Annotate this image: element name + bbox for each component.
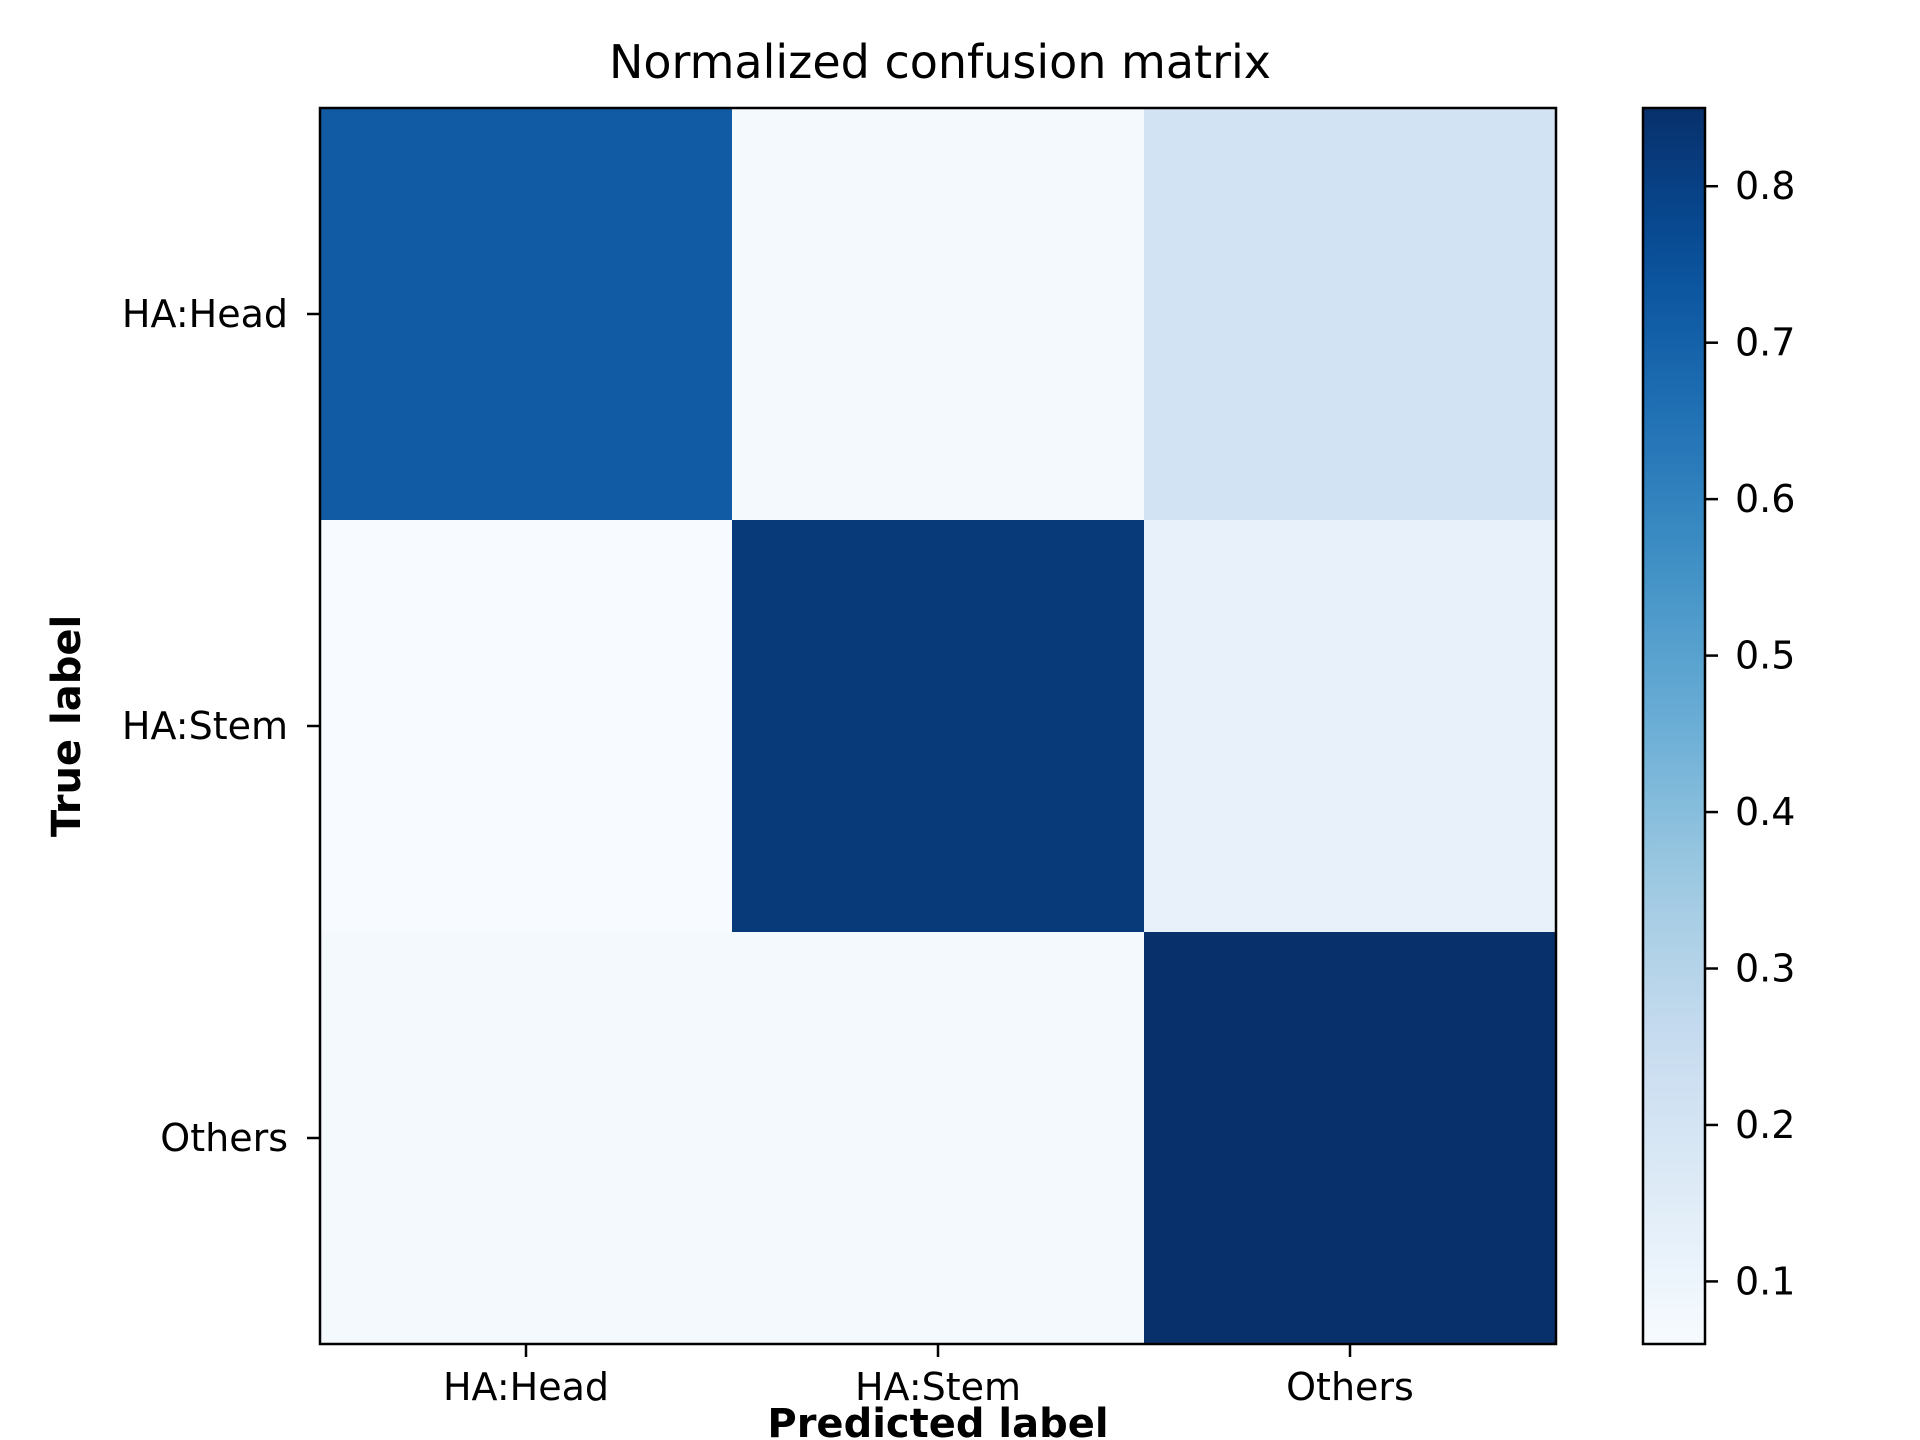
heatmap-cell-0-2: [1144, 108, 1557, 521]
colorbar-tick-label: 0.6: [1735, 477, 1795, 521]
colorbar-tick-label: 0.2: [1735, 1103, 1795, 1147]
colorbar-tick-label: 0.4: [1735, 790, 1795, 834]
heatmap-cell-2-0: [320, 932, 733, 1345]
heatmap-cells: [320, 108, 1557, 1345]
colorbar-tick-label: 0.3: [1735, 947, 1795, 991]
heatmap-cell-1-1: [732, 520, 1145, 933]
heatmap-cell-0-1: [732, 108, 1145, 521]
colorbar-tick-label: 0.5: [1735, 634, 1795, 678]
y-axis-label: True label: [44, 615, 90, 837]
chart-title: Normalized confusion matrix: [609, 35, 1271, 89]
x-axis-ticks: HA:Head HA:Stem Others: [443, 1344, 1414, 1409]
colorbar-tick-label: 0.8: [1735, 164, 1795, 208]
colorbar: [1641, 106, 1707, 1346]
x-tick-label: Others: [1286, 1365, 1414, 1409]
x-tick-label: HA:Stem: [855, 1365, 1021, 1409]
heatmap-cell-2-1: [732, 932, 1145, 1345]
y-axis-ticks: HA:Head HA:Stem Others: [122, 292, 320, 1160]
heatmap-cell-0-0: [320, 108, 733, 521]
heatmap-cell-1-0: [320, 520, 733, 933]
colorbar-tick-label: 0.1: [1735, 1259, 1795, 1303]
heatmap-cell-2-2: [1144, 932, 1557, 1345]
colorbar-ticks: 0.1 0.2 0.3 0.4 0.5 0.6 0.7 0.8: [1705, 164, 1795, 1303]
x-tick-label: HA:Head: [443, 1365, 609, 1409]
y-tick-label: HA:Stem: [122, 704, 288, 748]
x-axis-label: Predicted label: [767, 1401, 1108, 1440]
colorbar-tick-label: 0.7: [1735, 321, 1795, 365]
y-tick-label: Others: [160, 1116, 288, 1160]
y-tick-label: HA:Head: [122, 292, 288, 336]
heatmap-cell-1-2: [1144, 520, 1557, 933]
